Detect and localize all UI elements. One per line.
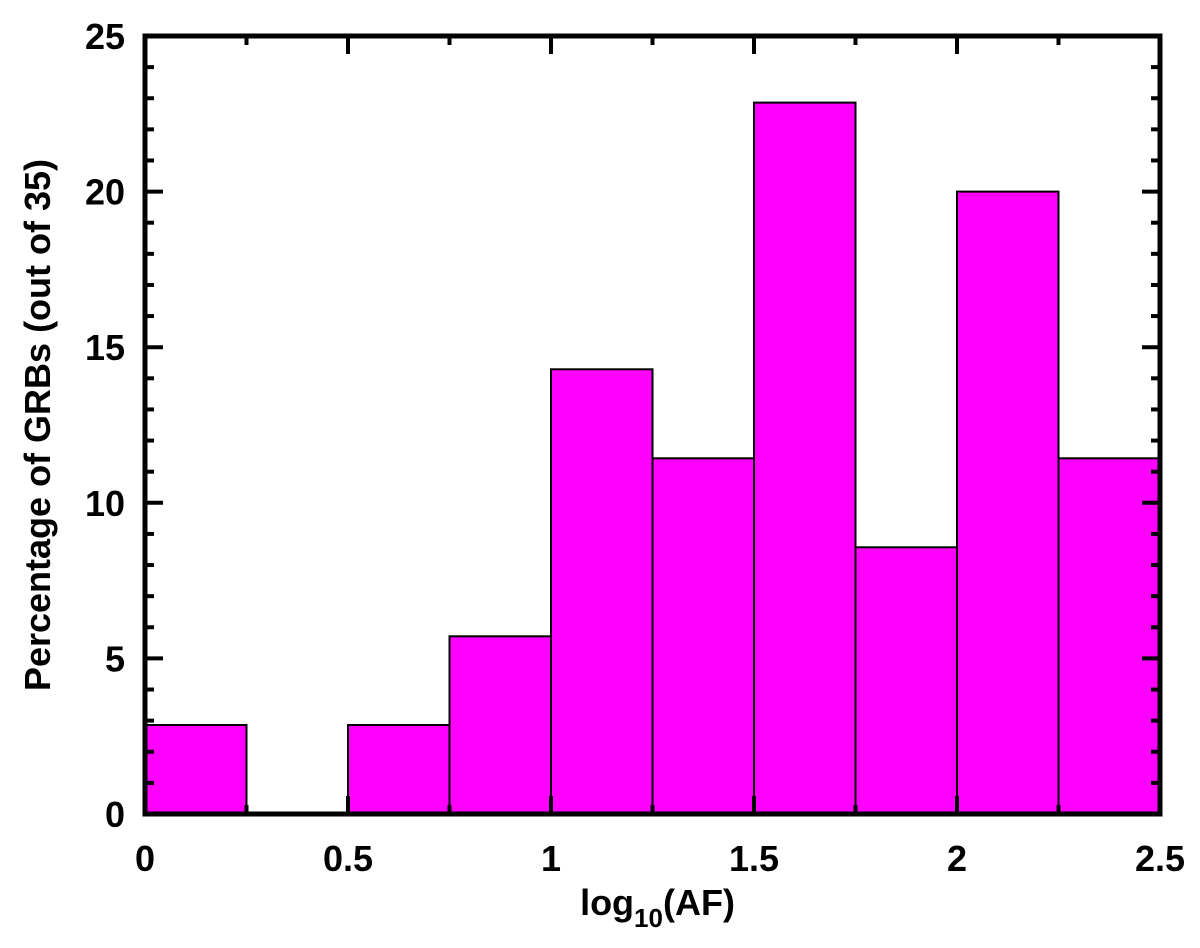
- x-axis-label-subscript: 10: [634, 903, 663, 933]
- y-tick-labels: 0 5 10 15 20 25: [85, 16, 125, 835]
- y-tick-label: 10: [85, 483, 125, 524]
- y-axis-label: Percentage of GRBs (out of 35): [17, 159, 58, 691]
- x-tick-label: 1: [541, 838, 561, 879]
- histogram-bar: [144, 723, 248, 816]
- x-axis-label: log10(AF): [580, 882, 735, 933]
- histogram-bar: [753, 101, 857, 815]
- histogram-bar: [347, 723, 451, 816]
- x-axis-label-prefix: log: [580, 882, 634, 923]
- y-tick-label: 0: [105, 794, 125, 835]
- y-tick-label: 5: [105, 638, 125, 679]
- y-tick-label: 15: [85, 327, 125, 368]
- histogram-bar: [448, 635, 552, 816]
- x-tick-label: 0: [135, 838, 155, 879]
- x-tick-label: 1.5: [729, 838, 779, 879]
- x-tick-labels: 0 0.5 1 1.5 2 2.5: [135, 838, 1185, 879]
- x-tick-label: 0.5: [323, 838, 373, 879]
- histogram-bar: [854, 546, 958, 815]
- histogram-bar: [1057, 457, 1161, 815]
- plot-frame: [142, 33, 1163, 817]
- y-tick-label: 20: [85, 172, 125, 213]
- x-axis-label-suffix: (AF): [663, 882, 735, 923]
- x-tick-label: 2: [947, 838, 967, 879]
- histogram-bars: [144, 101, 1161, 816]
- histogram-bar: [956, 190, 1060, 816]
- x-tick-label: 2.5: [1135, 838, 1185, 879]
- histogram-bar: [651, 457, 755, 815]
- y-tick-label: 25: [85, 16, 125, 57]
- histogram-bar: [550, 368, 654, 815]
